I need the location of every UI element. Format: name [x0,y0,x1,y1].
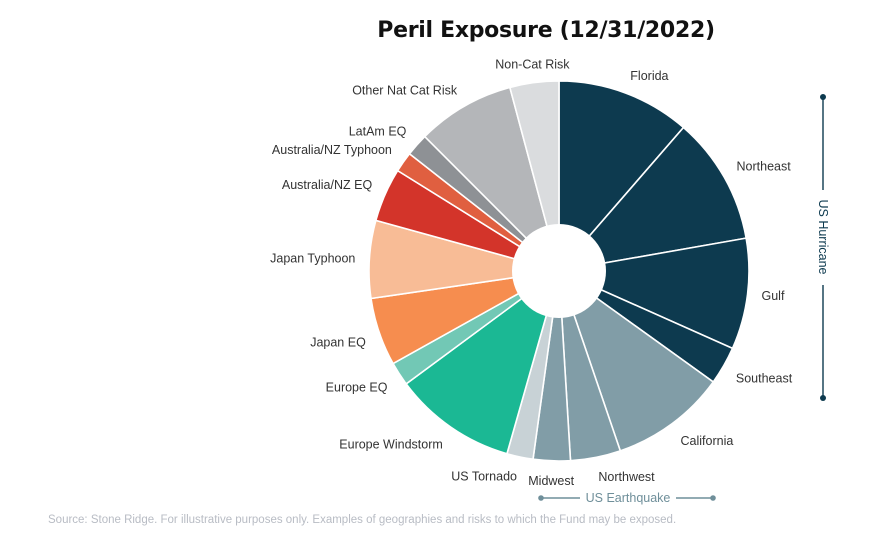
us-hurricane-label: US Hurricane [816,199,830,274]
us-hurricane-bracket: US Hurricane [816,94,830,401]
label-northwest: Northwest [598,470,655,484]
slice-gulf [556,237,750,350]
slice-florida [558,80,685,274]
pie-slices [368,80,750,462]
label-florida: Florida [630,69,668,83]
chart-title: Peril Exposure (12/31/2022) [377,18,715,43]
label-midwest: Midwest [528,474,574,488]
us-earthquake-bracket: US Earthquake [538,491,716,505]
slice-other-nat-cat-risk [423,86,561,274]
slice-labels: Florida Northeast Gulf Southeast California N… [270,58,793,488]
label-non-cat-risk: Non-Cat Risk [495,58,570,72]
slice-non-cat-risk [508,80,560,272]
slice-europe-windstorm [405,268,561,455]
label-australia-nz-eq: Australia/NZ EQ [282,178,373,192]
label-europe-eq: Europe EQ [326,381,388,395]
slice-california [557,268,715,452]
label-other-nat-cat-risk: Other Nat Cat Risk [352,83,458,97]
label-gulf: Gulf [762,289,785,303]
label-australia-nz-typhoon: Australia/NZ Typhoon [272,143,392,157]
us-earthquake-label: US Earthquake [586,491,671,505]
label-northeast: Northeast [737,160,792,174]
label-latam-eq: LatAm EQ [349,125,407,139]
donut-hole [512,224,606,318]
label-southeast: Southeast [736,372,793,386]
label-japan-eq: Japan EQ [310,336,366,350]
label-europe-windstorm: Europe Windstorm [339,438,443,452]
label-california: California [681,434,734,448]
label-us-tornado: US Tornado [451,470,517,484]
label-japan-typhoon: Japan Typhoon [270,251,355,265]
slice-northeast [556,126,748,273]
source-footnote: Source: Stone Ridge. For illustrative pu… [48,514,677,526]
